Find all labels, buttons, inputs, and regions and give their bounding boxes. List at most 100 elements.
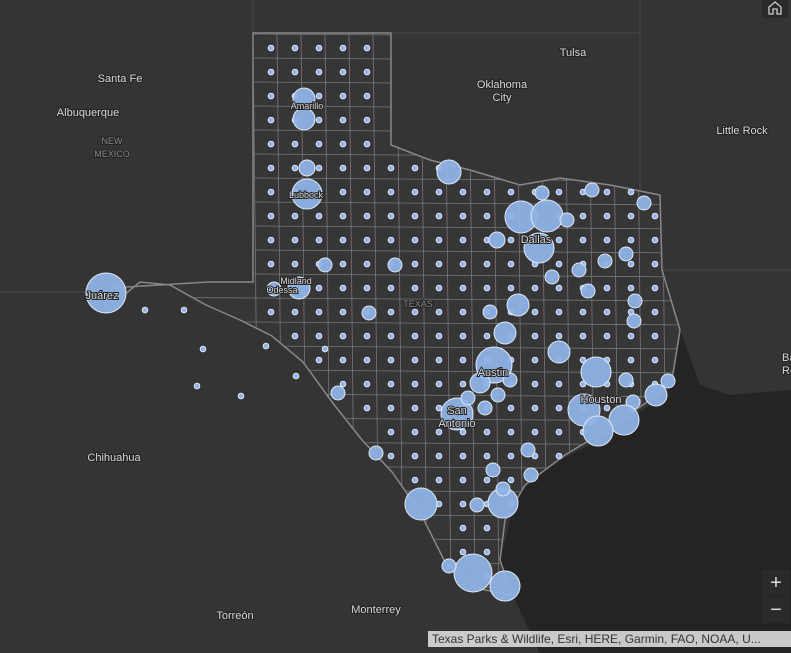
small-symbol (651, 284, 659, 292)
small-symbol (435, 452, 443, 460)
small-symbol (507, 236, 515, 244)
small-symbol (411, 404, 419, 412)
small-symbol (315, 212, 323, 220)
zoom-in[interactable]: + (762, 570, 790, 596)
small-symbol (651, 236, 659, 244)
symbol (489, 570, 521, 602)
place-label: Torreón (216, 610, 253, 622)
labels: Santa Fe Albuquerque NEW MEXICO Tulsa Oklahom… (56, 46, 791, 623)
small-symbol (555, 428, 563, 436)
symbol (493, 321, 517, 345)
small-symbol (651, 260, 659, 268)
label-line: Antonio (438, 418, 475, 430)
small-symbol (363, 44, 371, 52)
small-symbol (363, 92, 371, 100)
small-symbol (262, 342, 270, 350)
small-symbol (339, 44, 347, 52)
small-symbol (603, 332, 611, 340)
zoom-out[interactable]: − (762, 597, 790, 623)
small-symbol (627, 284, 635, 292)
small-symbol (435, 356, 443, 364)
small-symbol (531, 380, 539, 388)
small-symbol (291, 236, 299, 244)
label-line: NEW (102, 136, 124, 146)
small-symbol (363, 284, 371, 292)
small-symbol (339, 236, 347, 244)
symbol (368, 445, 384, 461)
small-symbol (387, 212, 395, 220)
small-symbol (315, 284, 323, 292)
symbol (387, 257, 403, 273)
place-label: TEXAS (403, 299, 433, 309)
small-symbol (435, 188, 443, 196)
label-line: Rouge (782, 365, 791, 377)
small-symbol (315, 44, 323, 52)
place-label: Chihuahua (87, 452, 141, 464)
small-symbol (387, 452, 395, 460)
symbol (523, 467, 539, 483)
symbol (584, 182, 600, 198)
small-symbol (531, 356, 539, 364)
small-symbol (435, 236, 443, 244)
place-label: Monterrey (351, 604, 401, 616)
symbol (636, 195, 652, 211)
small-symbol (555, 404, 563, 412)
symbol (330, 385, 346, 401)
small-symbol (387, 356, 395, 364)
small-symbol (459, 500, 467, 508)
small-symbol (531, 284, 539, 292)
small-symbol (459, 452, 467, 460)
small-symbol (459, 476, 467, 484)
small-symbol (387, 332, 395, 340)
small-symbol (483, 284, 491, 292)
small-symbol (579, 380, 587, 388)
small-symbol (555, 260, 563, 268)
small-symbol (315, 356, 323, 364)
symbol (559, 212, 575, 228)
small-symbol (315, 140, 323, 148)
place-label: Midland (280, 276, 312, 286)
small-symbol (483, 524, 491, 532)
symbol (469, 372, 491, 394)
small-symbol (363, 236, 371, 244)
small-symbol (627, 356, 635, 364)
symbol (580, 283, 596, 299)
place-label: Amarillo (291, 101, 324, 111)
small-symbol (363, 404, 371, 412)
small-symbol (435, 476, 443, 484)
place-label: Odessa (266, 285, 297, 295)
symbol (626, 313, 642, 329)
symbol (544, 269, 560, 285)
small-symbol (651, 356, 659, 364)
place-label: Dallas (521, 234, 552, 246)
small-symbol (363, 260, 371, 268)
symbol (441, 558, 457, 574)
small-symbol (321, 345, 329, 353)
small-symbol (507, 452, 515, 460)
small-symbol (507, 284, 515, 292)
symbol (440, 397, 474, 431)
small-symbol (435, 284, 443, 292)
small-symbol (363, 140, 371, 148)
symbol (502, 372, 518, 388)
small-symbol (435, 404, 443, 412)
symbol (85, 272, 127, 314)
small-symbol (459, 332, 467, 340)
small-symbol (315, 92, 323, 100)
small-symbol (363, 68, 371, 76)
small-symbol (603, 236, 611, 244)
small-symbol (237, 392, 245, 400)
place-label: Lubbock (289, 190, 324, 200)
label-line: Baton (782, 352, 791, 364)
symbol (485, 462, 501, 478)
small-symbol (651, 212, 659, 220)
small-symbol (579, 236, 587, 244)
home-button[interactable] (762, 0, 788, 18)
small-symbol (339, 116, 347, 124)
small-symbol (459, 356, 467, 364)
small-symbol (363, 380, 371, 388)
small-symbol (315, 332, 323, 340)
place-label: Oklahoma City (477, 79, 528, 104)
symbol (490, 387, 506, 403)
